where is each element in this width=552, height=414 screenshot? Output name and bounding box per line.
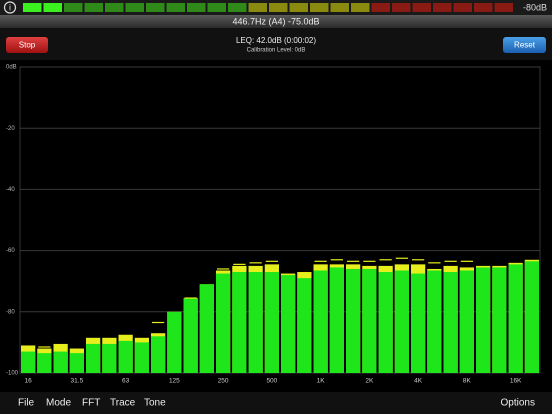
meter-segment bbox=[84, 3, 103, 12]
readout-bar bbox=[0, 15, 552, 28]
level-bar bbox=[216, 273, 231, 373]
x-tick-label: 63 bbox=[122, 378, 130, 385]
meter-segment bbox=[187, 3, 206, 12]
info-button[interactable] bbox=[3, 1, 17, 14]
menu: File Mode FFT Trace Tone bbox=[18, 398, 166, 409]
level-bar bbox=[476, 267, 491, 373]
menu-item[interactable]: Tone bbox=[144, 398, 166, 409]
reset-button[interactable] bbox=[503, 37, 546, 53]
level-bar bbox=[443, 272, 458, 373]
meter-segment bbox=[433, 3, 452, 12]
level-bar bbox=[151, 336, 166, 373]
meter-label: -80dB bbox=[523, 2, 547, 12]
level-bar bbox=[281, 275, 296, 373]
level-bar bbox=[329, 267, 344, 373]
toolbar bbox=[0, 28, 552, 60]
meter-segment bbox=[146, 3, 165, 12]
level-meter bbox=[23, 3, 513, 12]
x-tick-label: 1K bbox=[317, 378, 326, 385]
meter-segment bbox=[248, 3, 267, 12]
y-tick-label: -100 bbox=[6, 371, 19, 377]
level-bar bbox=[248, 272, 263, 373]
stop-button[interactable] bbox=[6, 37, 48, 53]
meter-segment bbox=[474, 3, 493, 12]
level-bar bbox=[297, 278, 312, 373]
x-tick-label: 31.5 bbox=[71, 378, 84, 385]
x-tick-label: 125 bbox=[169, 378, 180, 385]
y-tick-label: -40 bbox=[6, 187, 15, 193]
level-bar bbox=[346, 268, 361, 373]
level-bar bbox=[167, 311, 182, 373]
x-tick-label: 4K bbox=[414, 378, 423, 385]
level-bar bbox=[102, 343, 117, 373]
calibration-level: Calibration Level: 0dB bbox=[247, 48, 306, 54]
meter-segment bbox=[228, 3, 247, 12]
options-menu[interactable]: Options bbox=[501, 398, 535, 409]
x-tick-label: 250 bbox=[218, 378, 229, 385]
y-tick-label: -80 bbox=[6, 309, 15, 315]
level-bar bbox=[232, 272, 247, 373]
x-tick-label: 2K bbox=[365, 378, 374, 385]
level-bar bbox=[53, 351, 68, 373]
level-bar bbox=[183, 298, 198, 373]
meter-segment bbox=[412, 3, 431, 12]
level-bar bbox=[86, 343, 101, 373]
level-bar bbox=[69, 353, 84, 373]
y-tick-label: 0dB bbox=[6, 65, 17, 71]
menu-item[interactable]: File bbox=[18, 398, 35, 409]
level-bar bbox=[427, 270, 442, 373]
menu-item[interactable]: FFT bbox=[82, 398, 100, 409]
meter-segment bbox=[392, 3, 411, 12]
meter-segment bbox=[371, 3, 390, 12]
level-bar bbox=[21, 351, 36, 373]
pitch-readout: 446.7Hz (A4) -75.0dB bbox=[232, 16, 319, 26]
level-bar bbox=[459, 270, 474, 373]
menu-item[interactable]: Trace bbox=[110, 398, 136, 409]
level-bar bbox=[264, 272, 279, 373]
x-tick-label: 500 bbox=[266, 378, 277, 385]
level-bar bbox=[411, 273, 426, 373]
meter-segment bbox=[289, 3, 308, 12]
level-bar bbox=[199, 284, 214, 373]
leq-readout: LEQ: 42.0dB (0:00:02) bbox=[236, 36, 316, 45]
level-bar bbox=[378, 272, 393, 373]
meter-segment bbox=[43, 3, 62, 12]
meter-segment bbox=[351, 3, 370, 12]
level-bar bbox=[492, 267, 507, 373]
menu-item[interactable]: Mode bbox=[46, 398, 71, 409]
meter-segment bbox=[207, 3, 226, 12]
meter-segment bbox=[269, 3, 288, 12]
reset-label: Reset bbox=[514, 41, 536, 50]
meter-segment bbox=[330, 3, 349, 12]
level-bar bbox=[362, 268, 377, 373]
info-icon: i bbox=[9, 2, 11, 12]
meter-segment bbox=[310, 3, 329, 12]
meter-segment bbox=[453, 3, 472, 12]
level-bar bbox=[118, 340, 133, 373]
level-bar bbox=[37, 353, 52, 373]
meter-segment bbox=[166, 3, 185, 12]
x-tick-label: 16 bbox=[25, 378, 33, 385]
meter-segment bbox=[494, 3, 513, 12]
meter-segment bbox=[105, 3, 124, 12]
level-bar bbox=[524, 261, 539, 373]
level-bar bbox=[394, 270, 409, 373]
y-tick-label: -60 bbox=[6, 248, 15, 254]
meter-segment bbox=[125, 3, 144, 12]
x-tick-label: 8K bbox=[463, 378, 472, 385]
x-tick-label: 16K bbox=[510, 378, 522, 385]
meter-segment bbox=[64, 3, 83, 12]
spectrum-chart: 0dB -20 -40 -60 -80 -100 16 31.5 63 125 250 500 1K 2K… bbox=[6, 65, 541, 385]
stop-label: Stop bbox=[19, 41, 36, 50]
meter-segment bbox=[23, 3, 42, 12]
level-bar bbox=[508, 264, 523, 373]
level-bar bbox=[313, 270, 328, 373]
level-bar bbox=[134, 342, 149, 373]
y-tick-label: -20 bbox=[6, 126, 15, 132]
menu-bar bbox=[0, 392, 552, 414]
